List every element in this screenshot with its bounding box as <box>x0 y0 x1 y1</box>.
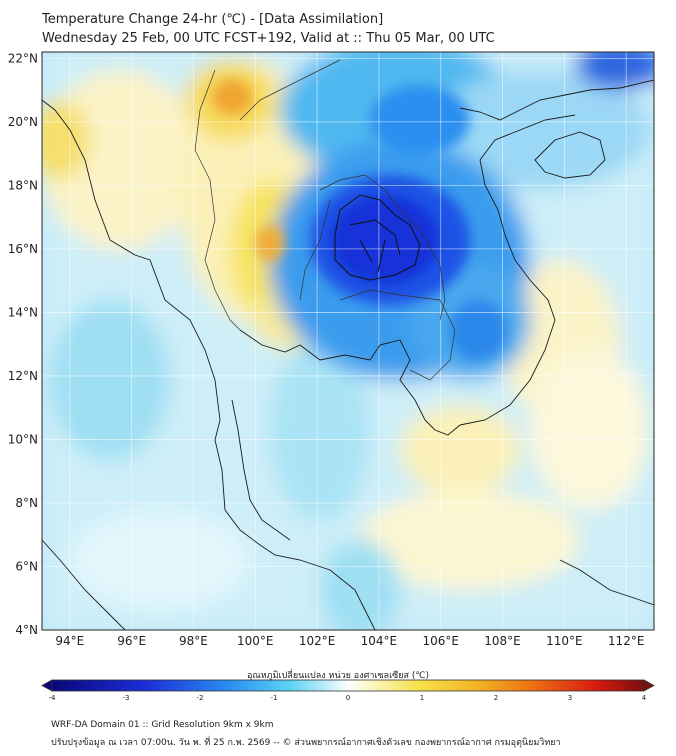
lon-label: 112°E <box>608 634 645 648</box>
coast-malay-east <box>224 509 376 630</box>
coast-vietnam <box>459 114 576 426</box>
lat-label: 6°N <box>15 559 38 573</box>
footer-domain: WRF-DA Domain 01 :: Grid Resolution 9km … <box>51 720 274 730</box>
longitude-labels: 94°E 96°E 98°E 100°E 102°E 104°E 106°E 108°E 110… <box>55 634 644 648</box>
border-northeast <box>299 199 331 301</box>
coast-borneo <box>559 559 654 606</box>
footer-credit: ปรับปรุงข้อมูล ณ เวลา 07:00น. วัน พ. ที่… <box>51 738 561 748</box>
lat-label: 8°N <box>15 496 38 510</box>
lon-label: 106°E <box>422 634 459 648</box>
coast-china-south <box>459 79 654 121</box>
colorbar-tick: -1 <box>271 694 278 702</box>
lon-label: 96°E <box>117 634 146 648</box>
colorbar-max-arrow <box>643 679 655 692</box>
coast-malay-west <box>231 399 291 541</box>
colorbar-tick: 1 <box>420 694 424 702</box>
map-title: Temperature Change 24-hr (℃) - [Data Ass… <box>42 12 384 27</box>
lon-label: 108°E <box>484 634 521 648</box>
lat-label: 20°N <box>8 115 38 129</box>
lon-label: 110°E <box>546 634 583 648</box>
colorbar-label: อุณหภูมิเปลี่ยนแปลง หน่วย องศาเซลเซียส (… <box>246 671 430 681</box>
lon-label: 100°E <box>237 634 274 648</box>
border-laos <box>319 174 446 321</box>
lat-label: 4°N <box>15 623 38 637</box>
lon-label: 104°E <box>361 634 398 648</box>
colorbar-tick: 3 <box>568 694 572 702</box>
border-cambodia <box>339 289 456 381</box>
lat-label: 14°N <box>8 305 38 319</box>
coast-sumatra <box>42 539 126 630</box>
coast-hainan <box>534 131 606 179</box>
colorbar-tick: 4 <box>642 694 647 702</box>
lon-label: 94°E <box>55 634 84 648</box>
colorbar: -4 -3 -2 -1 0 1 2 3 4 <box>41 679 655 702</box>
coast-myanmar-west <box>42 99 226 511</box>
lat-label: 10°N <box>8 432 38 446</box>
coast-gulf-thailand <box>239 329 461 436</box>
provinces-northeast <box>334 194 421 281</box>
colorbar-tick: -3 <box>123 694 130 702</box>
colorbar-min-arrow <box>41 679 53 692</box>
map-frame <box>41 51 655 631</box>
border-north <box>239 59 341 121</box>
lat-label: 12°N <box>8 369 38 383</box>
coastlines <box>42 79 654 630</box>
colorbar-tick: 0 <box>346 694 350 702</box>
lon-label: 102°E <box>299 634 336 648</box>
colorbar-ticks: -4 -3 -2 -1 0 1 2 3 4 <box>49 694 647 702</box>
lat-label: 18°N <box>8 178 38 192</box>
admin-borders <box>194 59 456 381</box>
temperature-field <box>42 52 654 630</box>
colorbar-tick: 2 <box>494 694 498 702</box>
lon-label: 98°E <box>179 634 208 648</box>
latitude-labels: 22°N 20°N 18°N 16°N 14°N 12°N 10°N 8°N 6°N 4°N <box>8 51 38 637</box>
lat-label: 22°N <box>8 51 38 65</box>
map-subtitle: Wednesday 25 Feb, 00 UTC FCST+192, Valid… <box>42 31 495 46</box>
border-thailand-myanmar <box>194 69 241 331</box>
colorbar-tick: -2 <box>197 694 204 702</box>
colorbar-tick: -4 <box>49 694 57 702</box>
graticule <box>42 52 654 630</box>
lat-label: 16°N <box>8 242 38 256</box>
